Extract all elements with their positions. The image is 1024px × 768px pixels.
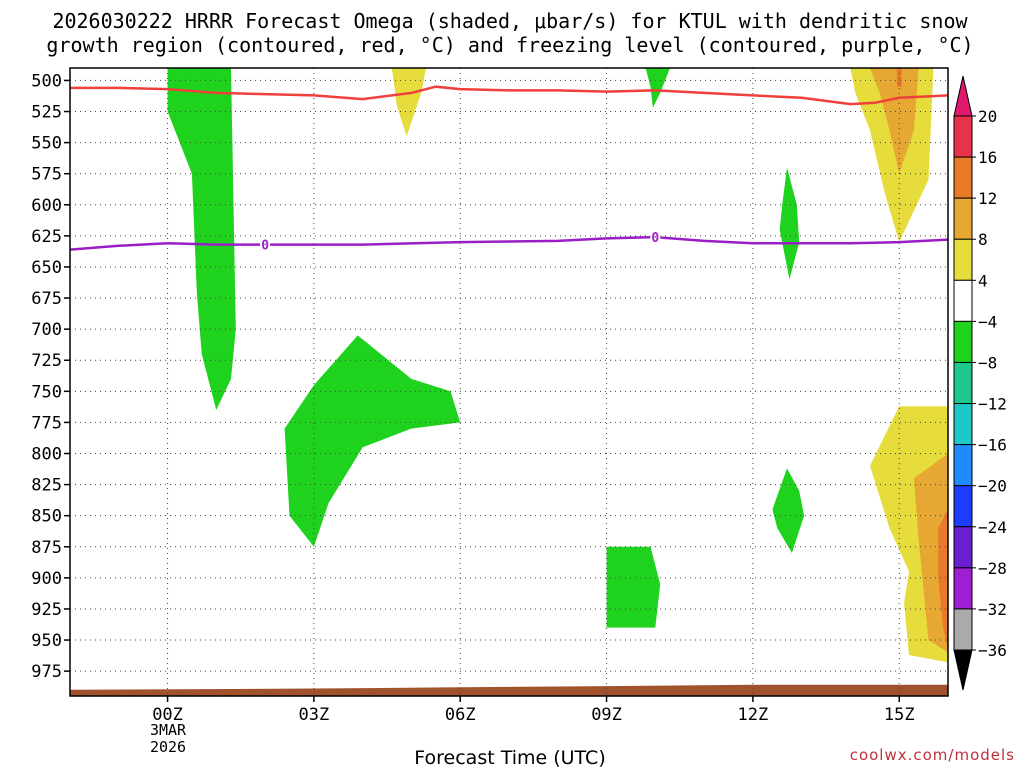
colorbar-label-12: −32 xyxy=(978,600,1007,619)
colorbar-label-11: −28 xyxy=(978,559,1007,578)
y-tick-label-550: 550 xyxy=(31,134,62,154)
x-tick-label-15Z: 15Z xyxy=(884,705,915,725)
y-tick-label-700: 700 xyxy=(31,320,62,340)
omega-area-6 xyxy=(779,167,800,280)
y-tick-label-750: 750 xyxy=(31,382,62,402)
y-tick-label-875: 875 xyxy=(31,538,62,558)
y-tick-label-900: 900 xyxy=(31,569,62,589)
colorbar-swatch-11 xyxy=(953,567,973,610)
colorbar-swatch-5 xyxy=(953,320,973,363)
colorbar-swatch-10 xyxy=(953,526,973,569)
y-tick-label-725: 725 xyxy=(31,351,62,371)
omega-area-4 xyxy=(167,68,236,410)
colorbar-swatch-12 xyxy=(953,608,973,651)
omega-area-3 xyxy=(391,68,427,137)
colorbar-label-9: −20 xyxy=(978,477,1007,496)
plot-frame xyxy=(69,67,949,697)
x-tick-label-09Z: 09Z xyxy=(591,705,622,725)
x-tick-label-00Z: 00Z xyxy=(152,705,183,725)
colorbar-swatch-4 xyxy=(953,279,973,322)
y-tick-label-575: 575 xyxy=(31,165,62,185)
axes: 500 525 550 575 600 625 650 675 700 725 750 775 800 8… xyxy=(31,67,949,725)
y-tick-label-500: 500 xyxy=(31,71,62,91)
y-tick-label-950: 950 xyxy=(31,631,62,651)
colorbar-swatch-0 xyxy=(953,115,973,158)
date-label-line-1: 3MAR xyxy=(150,721,187,739)
colorbar-label-7: −12 xyxy=(978,395,1007,414)
freezing-level-line xyxy=(70,235,948,251)
contour-label: 0 xyxy=(261,239,269,254)
omega-area-11 xyxy=(913,453,948,653)
y-tick-label-600: 600 xyxy=(31,196,62,216)
chart-title-line-2: growth region (contoured, red, °C) and f… xyxy=(46,33,973,57)
colorbar-label-4: 4 xyxy=(978,271,988,290)
colorbar-label-3: 8 xyxy=(978,230,988,249)
colorbar-bottom-arrow xyxy=(953,649,973,691)
colorbar-label-2: 12 xyxy=(978,189,997,208)
y-tick-label-525: 525 xyxy=(31,103,62,123)
y-tick-label-800: 800 xyxy=(31,445,62,465)
contour-label-bg xyxy=(650,229,661,245)
y-tick-label-825: 825 xyxy=(31,476,62,496)
colorbar-label-6: −8 xyxy=(978,353,997,372)
colorbar-top-arrow xyxy=(953,75,973,117)
date-label-line-2: 2026 xyxy=(150,738,186,756)
x-tick-label-03Z: 03Z xyxy=(299,705,330,725)
omega-area-7 xyxy=(284,335,461,547)
colorbar-swatch-9 xyxy=(953,485,973,528)
credit-link[interactable]: coolwx.com/models xyxy=(850,746,1015,764)
terrain-strip xyxy=(70,684,948,696)
chart-title-line-1: 2026030222 HRRR Forecast Omega (shaded, … xyxy=(52,9,968,33)
y-tick-label-675: 675 xyxy=(31,289,62,309)
colorbar-label-5: −4 xyxy=(978,312,997,331)
x-axis-title: Forecast Time (UTC) xyxy=(414,747,605,768)
y-tick-label-775: 775 xyxy=(31,413,62,433)
y-tick-label-625: 625 xyxy=(31,227,62,247)
colorbar-swatch-1 xyxy=(953,156,973,199)
x-tick-label-12Z: 12Z xyxy=(738,705,769,725)
colorbar-label-13: −36 xyxy=(978,641,1007,660)
contour-label: 0 xyxy=(651,231,659,246)
omega-area-2 xyxy=(896,68,902,87)
colorbar-swatch-2 xyxy=(953,197,973,240)
y-tick-label-925: 925 xyxy=(31,600,62,620)
colorbar-label-10: −24 xyxy=(978,518,1007,537)
y-tick-label-975: 975 xyxy=(31,662,62,682)
omega-area-8 xyxy=(772,468,805,553)
colorbar-swatch-6 xyxy=(953,361,973,405)
x-tick-label-06Z: 06Z xyxy=(445,705,476,725)
omega-area-5 xyxy=(645,68,670,108)
colorbar-swatch-3 xyxy=(953,238,973,281)
colorbar-label-1: 16 xyxy=(978,148,997,167)
y-tick-label-650: 650 xyxy=(31,258,62,278)
colorbar-label-8: −16 xyxy=(978,436,1007,455)
omega-area-9 xyxy=(606,546,661,628)
contour-label-bg xyxy=(260,236,271,252)
colorbar-swatch-7 xyxy=(953,403,973,446)
omega-area-1 xyxy=(870,68,919,174)
y-tick-label-850: 850 xyxy=(31,507,62,527)
dendritic-growth-line xyxy=(70,85,948,106)
colorbar-label-0: 20 xyxy=(978,107,997,126)
colorbar: 20 16 12 8 4 −4 −8 −12 −16 −20 −24 −28 −32 −36 xyxy=(953,75,1007,691)
omega-area-12 xyxy=(938,509,948,650)
colorbar-swatch-8 xyxy=(953,444,973,487)
